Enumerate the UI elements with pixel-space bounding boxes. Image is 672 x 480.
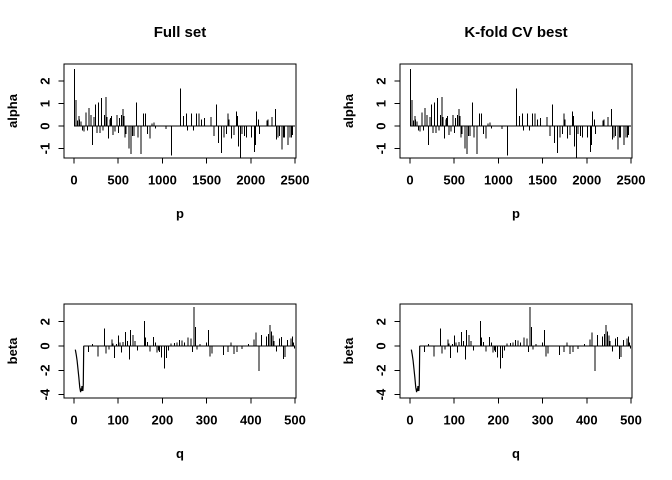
y-tick-label: 0 <box>374 342 389 349</box>
y-tick-label: -1 <box>374 143 389 155</box>
panel-title: Full set <box>153 24 207 41</box>
x-axis-label: q <box>512 446 520 461</box>
plot-box <box>63 63 297 159</box>
plot-box <box>63 303 297 399</box>
y-tick-label: 2 <box>38 318 53 325</box>
x-tick-label: 100 <box>107 413 129 428</box>
series-descent-line <box>410 346 421 393</box>
panel-beta-full-set: beta q 0 100 200 300 400 500 -4 -2 0 2 <box>0 240 336 480</box>
alpha-plot-full-set: 0 500 1000 1500 2000 2500 -1 0 1 2 <box>38 63 310 188</box>
x-axis-label: p <box>512 206 520 221</box>
x-tick-label: 500 <box>443 173 465 188</box>
y-tick-label: -2 <box>38 365 53 377</box>
plot-box <box>399 303 633 399</box>
y-tick-label: 0 <box>374 122 389 129</box>
plot-box <box>399 63 633 159</box>
x-tick-label: 2500 <box>617 173 646 188</box>
beta-plot-full-set: 0 100 200 300 400 500 -4 -2 0 2 <box>38 303 306 428</box>
y-tick-label: -4 <box>374 388 389 400</box>
x-tick-label: 2000 <box>572 173 601 188</box>
y-tick-label: 2 <box>38 77 53 84</box>
x-tick-label: 1500 <box>528 173 557 188</box>
y-tick-label: 1 <box>374 100 389 107</box>
y-tick-label: -2 <box>374 365 389 377</box>
x-tick-label: 400 <box>240 413 262 428</box>
y-tick-label: -4 <box>38 388 53 400</box>
y-tick-label: 1 <box>38 100 53 107</box>
x-tick-label: 2000 <box>236 173 265 188</box>
x-axis-label: q <box>176 446 184 461</box>
x-tick-label: 200 <box>488 413 510 428</box>
x-tick-label: 0 <box>70 173 77 188</box>
x-tick-label: 2500 <box>281 173 310 188</box>
x-tick-label: 500 <box>284 413 306 428</box>
x-tick-label: 1000 <box>148 173 177 188</box>
x-tick-label: 200 <box>152 413 174 428</box>
x-tick-label: 400 <box>576 413 598 428</box>
alpha-plot-kfold-cv-best: 0 500 1000 1500 2000 2500 -1 0 1 2 <box>374 63 646 188</box>
x-tick-label: 0 <box>406 173 413 188</box>
panel-alpha-full-set: Full set alpha p 0 500 1000 1500 2000 2500 -1 0… <box>0 0 336 240</box>
y-tick-label: 2 <box>374 77 389 84</box>
y-tick-label: 0 <box>38 122 53 129</box>
x-tick-label: 1000 <box>484 173 513 188</box>
series-descent-line <box>74 346 85 393</box>
x-tick-label: 300 <box>532 413 554 428</box>
x-tick-label: 500 <box>107 173 129 188</box>
panel-title: K-fold CV best <box>464 24 568 41</box>
x-axis-label: p <box>176 206 184 221</box>
x-tick-label: 0 <box>70 413 77 428</box>
y-tick-label: -1 <box>38 143 53 155</box>
y-tick-label: 0 <box>38 342 53 349</box>
panel-beta-kfold-cv-best: beta q 0 100 200 300 400 500 -4 -2 0 2 <box>336 240 672 480</box>
beta-plot-kfold-cv-best: 0 100 200 300 400 500 -4 -2 0 2 <box>374 303 642 428</box>
y-tick-label: 2 <box>374 318 389 325</box>
x-tick-label: 500 <box>620 413 642 428</box>
x-tick-label: 100 <box>443 413 465 428</box>
x-tick-label: 1500 <box>192 173 221 188</box>
x-tick-label: 0 <box>406 413 413 428</box>
x-tick-label: 300 <box>196 413 218 428</box>
panel-alpha-kfold-cv-best: K-fold CV best alpha p 0 500 1000 1500 2000 2… <box>336 0 672 240</box>
